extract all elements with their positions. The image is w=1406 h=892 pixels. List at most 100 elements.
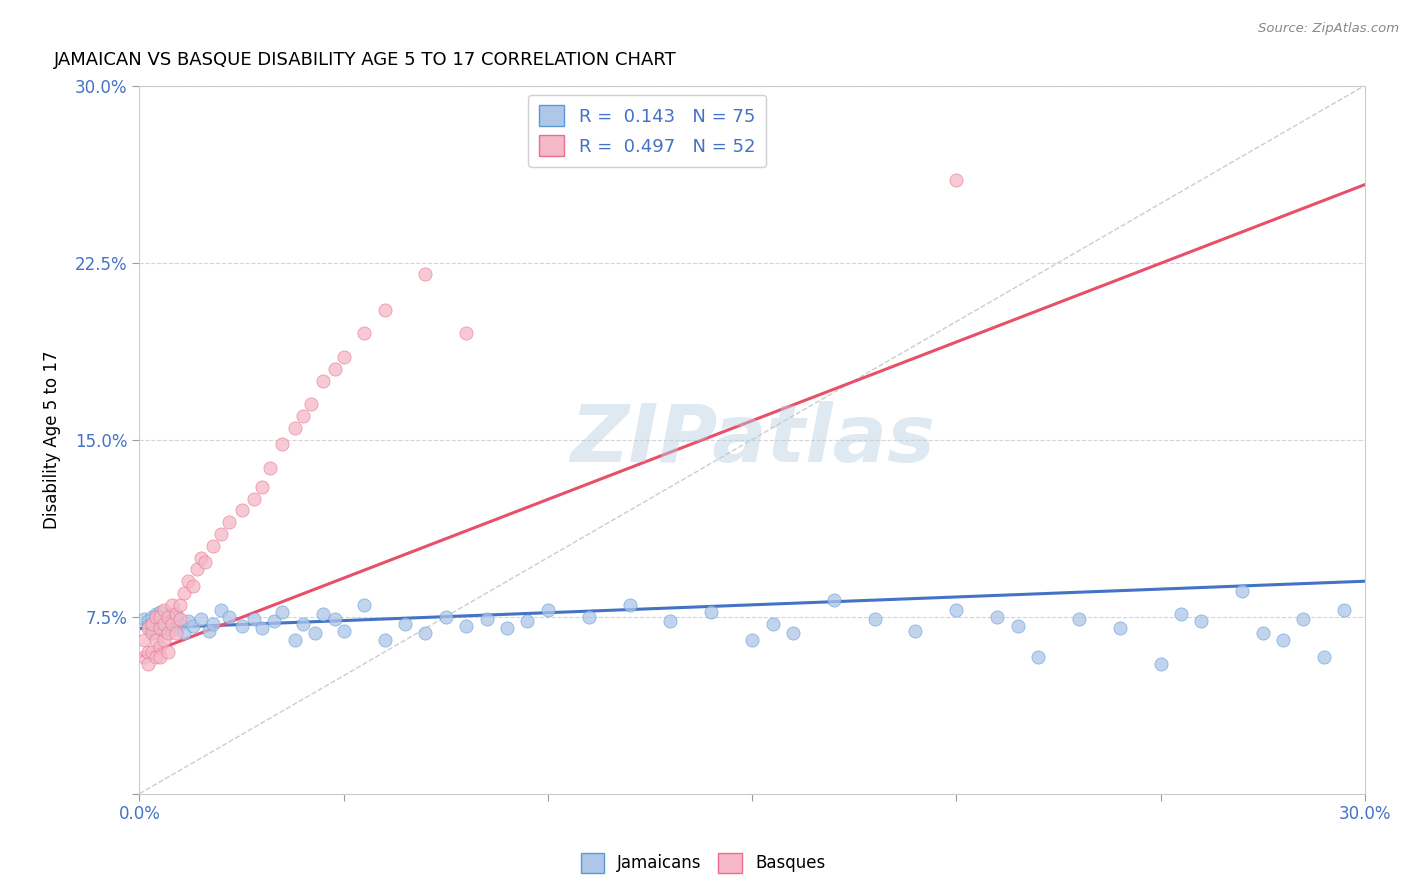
Point bbox=[1251, 626, 1274, 640]
Point bbox=[209, 602, 232, 616]
Legend: Jamaicans, Basques: Jamaicans, Basques bbox=[574, 847, 832, 880]
Point bbox=[165, 622, 187, 636]
Point bbox=[194, 555, 217, 569]
Point bbox=[904, 624, 927, 638]
Point bbox=[181, 579, 204, 593]
Point bbox=[209, 527, 232, 541]
Point bbox=[141, 645, 163, 659]
Point bbox=[312, 607, 335, 622]
Point bbox=[198, 624, 221, 638]
Point bbox=[153, 616, 176, 631]
Point bbox=[132, 649, 155, 664]
Point bbox=[160, 615, 183, 629]
Point bbox=[986, 609, 1008, 624]
Point bbox=[141, 616, 163, 631]
Text: Source: ZipAtlas.com: Source: ZipAtlas.com bbox=[1258, 22, 1399, 36]
Point bbox=[177, 615, 200, 629]
Point bbox=[434, 609, 457, 624]
Point bbox=[231, 619, 253, 633]
Point bbox=[218, 609, 240, 624]
Point bbox=[263, 615, 285, 629]
Point bbox=[157, 609, 180, 624]
Point bbox=[259, 461, 281, 475]
Legend: R =  0.143   N = 75, R =  0.497   N = 52: R = 0.143 N = 75, R = 0.497 N = 52 bbox=[529, 95, 766, 167]
Point bbox=[141, 609, 163, 624]
Point bbox=[186, 562, 208, 576]
Point bbox=[537, 602, 560, 616]
Point bbox=[157, 645, 180, 659]
Point bbox=[218, 515, 240, 529]
Point bbox=[1026, 649, 1049, 664]
Point bbox=[1333, 602, 1355, 616]
Point bbox=[1108, 622, 1130, 636]
Point bbox=[782, 626, 804, 640]
Point bbox=[332, 624, 354, 638]
Point bbox=[284, 633, 307, 648]
Point bbox=[190, 550, 212, 565]
Point bbox=[761, 616, 783, 631]
Point bbox=[165, 609, 187, 624]
Point bbox=[353, 326, 375, 341]
Text: JAMAICAN VS BASQUE DISABILITY AGE 5 TO 17 CORRELATION CHART: JAMAICAN VS BASQUE DISABILITY AGE 5 TO 1… bbox=[53, 51, 676, 69]
Point bbox=[1313, 649, 1336, 664]
Point bbox=[945, 173, 967, 187]
Point bbox=[153, 602, 176, 616]
Point bbox=[271, 605, 294, 619]
Point bbox=[516, 615, 538, 629]
Point bbox=[157, 619, 180, 633]
Point bbox=[496, 622, 519, 636]
Point bbox=[136, 645, 159, 659]
Point bbox=[299, 397, 322, 411]
Point bbox=[157, 612, 180, 626]
Point bbox=[325, 612, 347, 626]
Point bbox=[145, 612, 167, 626]
Point bbox=[136, 657, 159, 671]
Point bbox=[619, 598, 641, 612]
Point bbox=[1149, 657, 1171, 671]
Point bbox=[173, 586, 195, 600]
Point bbox=[863, 612, 886, 626]
Point bbox=[231, 503, 253, 517]
Point bbox=[149, 615, 172, 629]
Point bbox=[394, 616, 416, 631]
Point bbox=[578, 609, 600, 624]
Point bbox=[169, 616, 191, 631]
Point bbox=[291, 616, 314, 631]
Point bbox=[250, 480, 273, 494]
Point bbox=[1007, 619, 1029, 633]
Point bbox=[173, 626, 195, 640]
Point bbox=[149, 605, 172, 619]
Point bbox=[141, 616, 163, 631]
Point bbox=[201, 539, 224, 553]
Point bbox=[132, 612, 155, 626]
Point bbox=[160, 616, 183, 631]
Point bbox=[157, 626, 180, 640]
Point bbox=[149, 649, 172, 664]
Point bbox=[456, 326, 478, 341]
Point bbox=[456, 619, 478, 633]
Point bbox=[1067, 612, 1090, 626]
Point bbox=[700, 605, 723, 619]
Y-axis label: Disability Age 5 to 17: Disability Age 5 to 17 bbox=[44, 351, 60, 529]
Point bbox=[149, 622, 172, 636]
Point bbox=[271, 437, 294, 451]
Point bbox=[136, 615, 159, 629]
Point bbox=[304, 626, 326, 640]
Point bbox=[243, 491, 266, 506]
Point bbox=[415, 626, 437, 640]
Point bbox=[1272, 633, 1295, 648]
Point bbox=[141, 626, 163, 640]
Point bbox=[243, 612, 266, 626]
Point bbox=[145, 609, 167, 624]
Point bbox=[373, 633, 395, 648]
Point bbox=[149, 609, 172, 624]
Point bbox=[136, 619, 159, 633]
Point bbox=[741, 633, 763, 648]
Point bbox=[201, 616, 224, 631]
Point bbox=[153, 633, 176, 648]
Point bbox=[312, 374, 335, 388]
Point bbox=[149, 622, 172, 636]
Point bbox=[1189, 615, 1212, 629]
Point bbox=[165, 626, 187, 640]
Point bbox=[160, 598, 183, 612]
